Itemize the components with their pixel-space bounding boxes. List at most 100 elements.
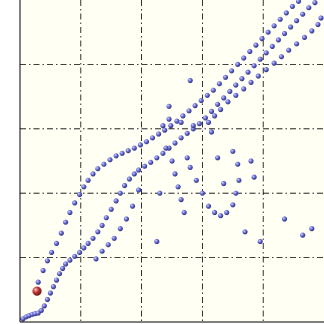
- series-1-point-121: [301, 34, 308, 41]
- series-1-point-163: [242, 229, 248, 235]
- series-1-point-86: [168, 123, 174, 129]
- series-1-point-146: [248, 158, 254, 164]
- series-1-point-65: [53, 240, 60, 246]
- series-1-point-128: [169, 158, 175, 164]
- series-1-point-51: [257, 56, 263, 62]
- series-1-point-24: [103, 215, 109, 221]
- series-1-point-62: [40, 267, 46, 274]
- series-1-point-57: [294, 18, 300, 24]
- series-1-point-99: [247, 48, 253, 55]
- series-1-point-119: [286, 47, 292, 53]
- series-1-point-158: [117, 226, 123, 232]
- series-1-point-149: [215, 155, 221, 161]
- series-1-point-75: [101, 161, 107, 167]
- series-1-point-153: [166, 116, 172, 122]
- series-1-point-123: [315, 21, 321, 28]
- series-1-point-95: [222, 74, 229, 80]
- series-1-point-116: [263, 67, 269, 73]
- series-1-point-43: [208, 108, 215, 114]
- series-1-point-45: [221, 95, 227, 101]
- series-2-point-1: [32, 286, 42, 296]
- series-1-point-89: [186, 108, 192, 114]
- series-1-point-39: [184, 130, 190, 136]
- series-1-point-137: [205, 203, 212, 209]
- series-1-point-71: [81, 184, 87, 190]
- gridlines: [20, 0, 324, 322]
- series-1-point-58: [300, 11, 306, 17]
- series-1-point-77: [113, 153, 119, 159]
- series-1-point-145: [230, 148, 236, 154]
- series-1-point-148: [221, 180, 227, 187]
- series-1-point-44: [215, 101, 221, 107]
- series-1-point-37: [172, 140, 178, 146]
- series-1-point-142: [233, 190, 239, 196]
- series-1-point-61: [35, 279, 41, 285]
- series-1-point-125: [154, 238, 160, 245]
- series-1-point-31: [136, 167, 142, 173]
- series-1-point-112: [233, 92, 239, 98]
- series-1-point-118: [278, 54, 284, 60]
- series-1-point-110: [218, 106, 224, 113]
- series-1-point-10: [47, 290, 54, 296]
- series-1-point-131: [178, 197, 184, 203]
- series-1-point-109: [212, 113, 218, 119]
- series-1-point-111: [225, 99, 231, 105]
- data-points: [20, 0, 324, 322]
- series-1-point-54: [275, 37, 281, 43]
- series-1-point-91: [198, 97, 204, 104]
- series-1-point-22: [95, 229, 101, 235]
- series-1-point-127: [163, 145, 169, 151]
- series-1-point-20: [85, 240, 91, 246]
- series-1-point-93: [210, 87, 216, 93]
- series-1-point-169: [166, 103, 172, 109]
- series-1-point-69: [72, 200, 78, 206]
- series-1-point-150: [208, 129, 215, 135]
- series-1-point-15: [63, 261, 69, 267]
- series-1-point-151: [190, 123, 196, 129]
- series-1-point-157: [123, 216, 129, 222]
- series-1-point-122: [309, 28, 315, 34]
- series-1-point-35: [160, 150, 166, 156]
- series-1-point-130: [175, 184, 181, 190]
- series-1-point-132: [181, 209, 187, 216]
- series-1-point-47: [233, 82, 239, 88]
- series-1-point-147: [251, 174, 257, 180]
- series-1-point-21: [90, 235, 96, 241]
- series-1-point-80: [131, 145, 137, 151]
- series-1-point-32: [142, 163, 148, 169]
- series-1-point-129: [172, 171, 178, 177]
- series-1-point-103: [271, 23, 277, 29]
- series-1-point-26: [113, 198, 119, 204]
- series-1-point-29: [126, 176, 132, 182]
- series-1-point-97: [235, 61, 241, 67]
- series-1-point-25: [108, 206, 114, 212]
- series-1-point-38: [178, 135, 184, 141]
- series-1-point-133: [184, 155, 190, 161]
- series-1-point-168: [187, 77, 193, 84]
- series-1-point-7: [38, 307, 44, 313]
- series-1-point-88: [180, 113, 186, 119]
- series-1-point-42: [202, 115, 208, 121]
- series-1-point-46: [227, 88, 233, 94]
- series-1-point-101: [259, 36, 265, 42]
- series-1-point-49: [245, 69, 251, 75]
- series-1-point-155: [136, 187, 142, 193]
- series-1-point-16: [67, 257, 73, 263]
- series-1-point-53: [269, 43, 275, 50]
- series-1-point-76: [107, 157, 113, 163]
- series-1-point-100: [253, 42, 259, 48]
- series-1-point-160: [105, 242, 111, 248]
- series-1-point-156: [129, 203, 136, 209]
- series-1-point-144: [235, 161, 241, 167]
- series-1-point-126: [157, 190, 163, 196]
- series-1-point-96: [229, 68, 235, 74]
- series-1-point-19: [81, 245, 87, 251]
- series-1-point-166: [300, 232, 306, 238]
- series-1-point-117: [271, 60, 277, 66]
- series-1-point-63: [44, 258, 51, 264]
- series-1-point-85: [162, 127, 168, 133]
- series-1-point-154: [160, 123, 166, 129]
- series-1-point-12: [53, 277, 60, 283]
- series-1-point-104: [277, 16, 283, 22]
